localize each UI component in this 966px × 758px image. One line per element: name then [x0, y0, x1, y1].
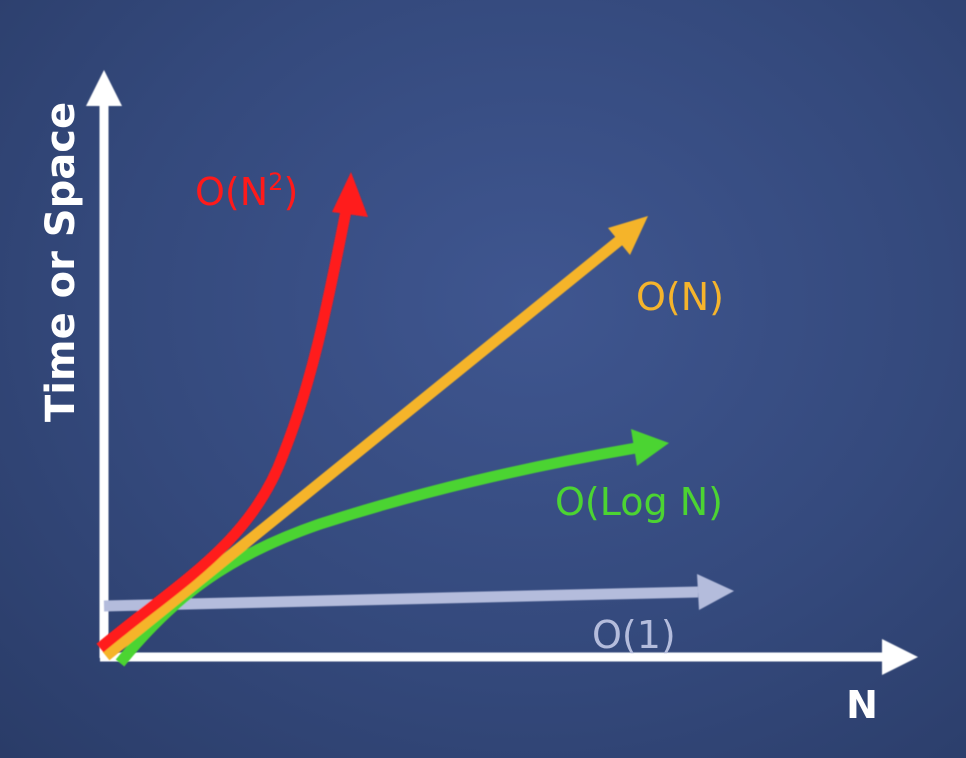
- series-label-ologn: O(Log N): [555, 480, 723, 524]
- series-arrowhead-on2: [332, 172, 368, 217]
- x-axis-arrowhead: [882, 639, 918, 675]
- superscript-2: 2: [268, 168, 283, 196]
- series-line-on2: [96, 204, 353, 653]
- y-axis-label: Time or Space: [38, 102, 84, 422]
- x-axis-label: N: [846, 683, 878, 727]
- series-label-on2: O(N2): [195, 168, 298, 214]
- series-arrowhead-on: [608, 216, 648, 255]
- series-arrowhead-ologn: [631, 429, 669, 466]
- series-group: [96, 172, 734, 667]
- series-line-o1: [103, 586, 699, 612]
- y-axis-arrowhead: [86, 70, 122, 106]
- series-label-o1: O(1): [592, 613, 676, 657]
- series-label-on: O(N): [636, 275, 724, 319]
- series-arrowhead-o1: [697, 574, 734, 610]
- axes: [86, 70, 918, 675]
- series-line-on: [102, 235, 624, 661]
